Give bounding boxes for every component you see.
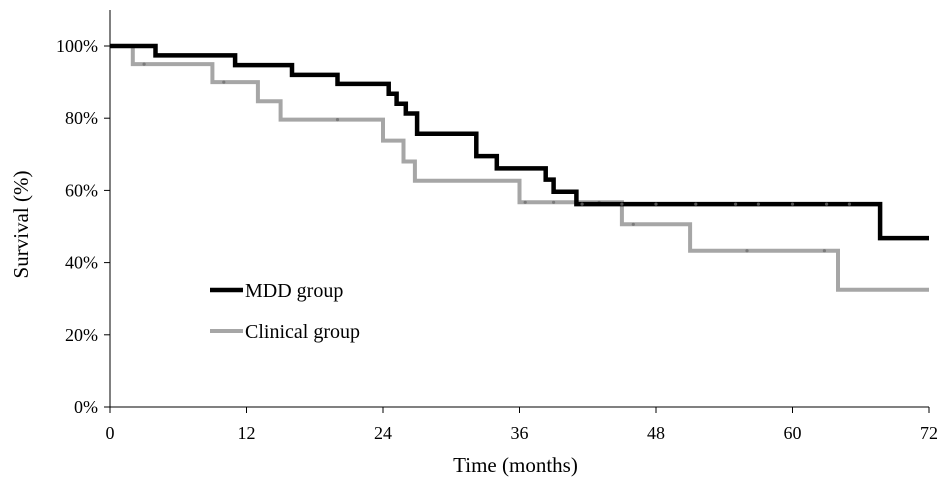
x-tick-label: 36 — [511, 423, 529, 443]
censor-mark-mdd — [825, 202, 829, 206]
legend: MDD group Clinical group — [210, 280, 360, 343]
censor-mark-clinical — [822, 249, 827, 253]
censor-mark-clinical — [552, 200, 556, 204]
censor-mark-clinical — [523, 200, 527, 204]
censor-mark-mdd — [694, 202, 698, 206]
axes-layer — [104, 10, 930, 413]
censor-mark-mdd — [654, 202, 658, 206]
legend-label-clinical: Clinical group — [245, 321, 360, 343]
x-tick-label: 0 — [106, 423, 115, 443]
series-line-clinical — [110, 44, 929, 292]
censor-mark-mdd — [580, 202, 584, 206]
censor-mark-clinical — [222, 80, 226, 84]
y-tick-label: 40% — [65, 253, 98, 273]
censor-mark-clinical — [335, 118, 340, 122]
censor-mark-clinical — [142, 62, 146, 66]
legend-label-mdd: MDD group — [245, 280, 343, 302]
series-line-mdd — [110, 43, 929, 241]
censor-mark-mdd — [734, 202, 738, 206]
censor-mark-clinical — [745, 249, 749, 253]
y-axis-title: Survival (%) — [9, 171, 33, 279]
y-tick-label: 60% — [65, 180, 98, 200]
y-tick-label: 100% — [56, 36, 98, 56]
x-tick-label: 12 — [238, 423, 256, 443]
y-tick-label: 80% — [65, 108, 98, 128]
series-layer — [110, 43, 929, 292]
y-tick-label: 20% — [65, 325, 98, 345]
censor-mark-mdd — [620, 202, 624, 206]
x-tick-label: 60 — [784, 423, 802, 443]
x-tick-label: 48 — [647, 423, 665, 443]
censor-mark-clinical — [631, 222, 635, 226]
labels-layer: 0% 20% 40% 60% 80% 100% 0 12 24 36 48 60 72 Time (mon… — [9, 36, 938, 477]
x-tick-label: 72 — [920, 423, 938, 443]
y-tick-label: 0% — [74, 397, 98, 417]
x-tick-label: 24 — [374, 423, 392, 443]
censor-mark-mdd — [847, 202, 852, 206]
censor-mark-mdd — [756, 202, 761, 206]
x-axis-title: Time (months) — [453, 453, 578, 477]
censor-mark-mdd — [790, 202, 795, 206]
